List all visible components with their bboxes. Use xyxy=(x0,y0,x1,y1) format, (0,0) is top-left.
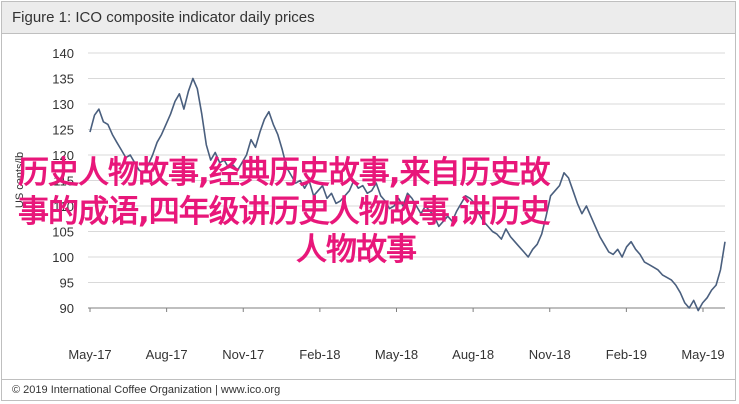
series-lines xyxy=(89,77,726,312)
y-tick-labels: 90 95 100 105 110 115 120 125 130 135 140 xyxy=(52,46,74,316)
y-tick-label: 125 xyxy=(52,123,74,138)
overlay-text-line-1: 历史人物故事,经典历史故事,来自历史故 xyxy=(18,155,551,191)
x-tick-label: Feb-18 xyxy=(299,347,340,362)
x-tick-label: Aug-17 xyxy=(146,347,188,362)
x-tick-labels: May-17 Aug-17 Nov-17 Feb-18 May-18 Aug-18 Nov-… xyxy=(68,308,725,362)
y-tick-label: 120 xyxy=(52,148,74,163)
y-axis-label: US cents/lb xyxy=(14,152,26,208)
x-tick-label: Nov-17 xyxy=(222,347,264,362)
y-tick-label: 130 xyxy=(52,97,74,112)
x-tick-label: May-18 xyxy=(375,347,418,362)
chart-title: Figure 1: ICO composite indicator daily … xyxy=(12,9,315,26)
y-tick-label: 105 xyxy=(52,225,74,240)
y-tick-label: 135 xyxy=(52,72,74,87)
x-tick-label: Feb-19 xyxy=(606,347,647,362)
grid-lines xyxy=(88,52,725,309)
x-tick-label: May-19 xyxy=(681,347,724,362)
y-tick-label: 140 xyxy=(52,46,74,61)
overlay-text-line-3: 人物故事 xyxy=(296,232,417,268)
series-line-0 xyxy=(89,77,726,312)
title-separator xyxy=(2,33,735,34)
x-tick-label: Nov-18 xyxy=(529,347,571,362)
y-tick-label: 100 xyxy=(52,250,74,265)
footer-separator xyxy=(2,379,735,380)
y-tick-label: 90 xyxy=(60,301,74,316)
y-tick-label: 110 xyxy=(53,199,74,214)
x-tick-label: May-17 xyxy=(68,347,111,362)
y-tick-label: 115 xyxy=(53,174,74,189)
copyright-footer: © 2019 International Coffee Organization… xyxy=(12,384,281,396)
title-bar: Figure 1: ICO composite indicator daily … xyxy=(2,2,735,33)
overlay-text-line-2: 事的成语,四年级讲历史人物故事,讲历史 xyxy=(18,194,551,230)
y-tick-label: 95 xyxy=(60,276,74,291)
x-tick-label: Aug-18 xyxy=(452,347,494,362)
